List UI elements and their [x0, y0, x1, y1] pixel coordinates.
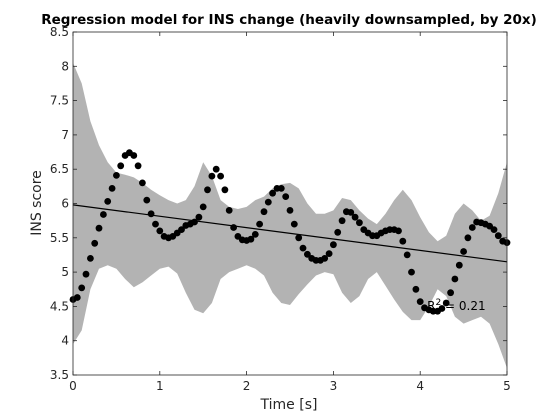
y-tick-label: 8.5 [50, 25, 69, 39]
x-tick-label: 4 [416, 379, 424, 393]
data-point [113, 172, 120, 179]
r-squared-annotation: R2 = 0.21 [427, 298, 485, 313]
data-point [108, 185, 116, 192]
data-point [468, 224, 476, 231]
y-tick-label: 5 [61, 265, 69, 279]
data-point [87, 255, 94, 262]
data-point [230, 224, 238, 231]
data-point [490, 226, 498, 234]
y-tick-label: 6 [61, 197, 69, 211]
data-point [204, 186, 211, 194]
y-tick-label: 4 [61, 334, 69, 348]
data-point [464, 234, 472, 242]
data-point [447, 289, 454, 297]
data-point [130, 152, 138, 159]
y-tick-label: 7.5 [50, 94, 69, 108]
data-point [178, 226, 185, 234]
r-squared-symbol: R [427, 299, 435, 313]
data-point [334, 228, 342, 236]
data-point [78, 284, 86, 292]
data-point [321, 255, 329, 262]
x-tick-label: 0 [69, 379, 77, 393]
data-point [442, 299, 450, 307]
data-point [217, 172, 225, 180]
data-point [338, 217, 346, 225]
data-point [325, 250, 333, 257]
data-point [208, 172, 216, 180]
data-point [134, 162, 142, 170]
data-point [299, 244, 307, 252]
data-point [199, 203, 207, 211]
y-axis-label: INS score [29, 170, 45, 236]
data-point [82, 270, 90, 278]
data-point [451, 275, 459, 283]
data-point [195, 213, 203, 221]
data-point [295, 234, 303, 242]
data-point [330, 241, 337, 249]
data-point [251, 231, 259, 238]
data-point [269, 189, 276, 197]
data-point [264, 198, 272, 206]
data-point [347, 209, 355, 216]
data-point [221, 186, 229, 194]
y-tick-label: 4.5 [50, 299, 69, 313]
data-point [290, 220, 298, 228]
x-tick-label: 5 [503, 379, 511, 393]
data-point [247, 235, 255, 243]
data-point [455, 261, 463, 269]
data-point [225, 207, 233, 214]
data-point [395, 227, 402, 235]
data-point [212, 165, 220, 173]
confidence-band [73, 62, 507, 369]
data-point [304, 250, 311, 258]
y-tick-label: 5.5 [50, 231, 69, 245]
y-tick-label: 3.5 [50, 368, 69, 382]
data-point [286, 207, 294, 214]
data-point [412, 285, 420, 293]
data-points-layer [69, 149, 511, 315]
x-tick-label: 1 [156, 379, 164, 393]
regression-line-layer [72, 204, 508, 263]
y-tick-label: 8 [61, 59, 69, 73]
data-point [139, 179, 146, 187]
confidence-band-layer [73, 62, 507, 369]
data-point [95, 224, 103, 232]
data-point [91, 239, 99, 247]
data-point [117, 162, 125, 170]
regression-line [72, 204, 508, 263]
data-point [282, 193, 290, 201]
data-point [100, 211, 107, 218]
annotation-layer: R2 = 0.21 [427, 298, 485, 313]
data-point [156, 227, 164, 235]
data-point [351, 213, 359, 221]
data-point [403, 251, 411, 259]
data-point [104, 198, 112, 205]
data-point [277, 185, 285, 192]
data-point [147, 210, 155, 218]
data-point [408, 268, 415, 276]
chart-title: Regression model for INS change (heavily… [41, 12, 537, 28]
r-squared-value: = 0.21 [441, 299, 485, 313]
data-point [260, 208, 268, 216]
y-tick-label: 7 [61, 128, 69, 142]
x-axis-label: Time [s] [260, 397, 318, 413]
x-tick-label: 3 [330, 379, 338, 393]
x-tick-label: 2 [243, 379, 251, 393]
axes: 0 1 2 3 4 5 3.5 4 4.5 5 5.5 6 6.5 7 7.5 8 8.5 [50, 25, 511, 393]
data-point [152, 220, 159, 228]
data-point [191, 218, 198, 226]
data-point [438, 305, 446, 312]
data-point [416, 298, 424, 305]
data-point [256, 220, 263, 228]
data-point [73, 294, 81, 301]
y-tick-label: 6.5 [50, 162, 69, 176]
data-point [356, 219, 363, 227]
data-point [143, 196, 151, 204]
r-squared-superscript: 2 [435, 298, 441, 308]
data-point [460, 248, 467, 255]
data-point [399, 237, 407, 245]
data-point [494, 232, 502, 240]
